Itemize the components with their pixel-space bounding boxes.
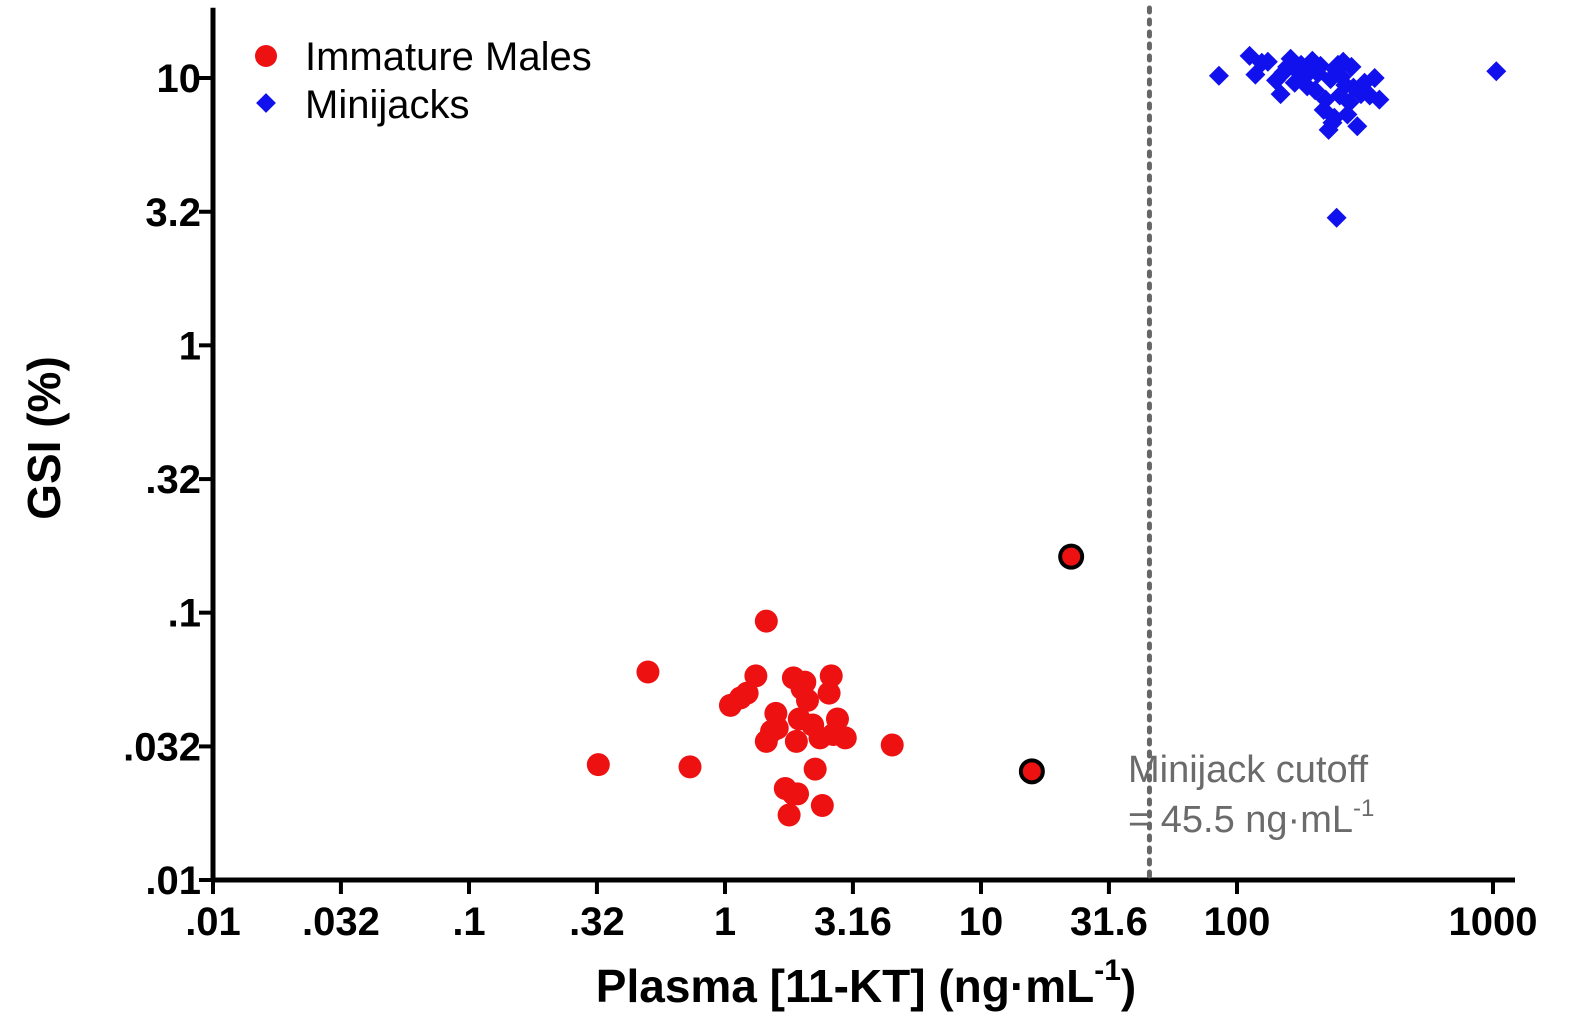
immature-male-point xyxy=(786,782,810,806)
immature-male-point xyxy=(880,733,904,757)
legend-marker-minijacks xyxy=(256,93,276,113)
y-tick-label: .032 xyxy=(123,725,201,769)
immature-male-point xyxy=(636,660,660,684)
immature-male-point xyxy=(678,755,702,779)
y-tick-label: .32 xyxy=(145,458,201,502)
immature-male-point xyxy=(810,793,834,817)
x-tick-label: 31.6 xyxy=(1070,900,1148,944)
minijack-point xyxy=(1208,65,1229,86)
outlined-immature-male-point xyxy=(1018,758,1045,785)
y-tick-label: .01 xyxy=(145,859,201,903)
immature-male-point xyxy=(586,753,610,777)
immature-male-point xyxy=(817,681,841,705)
immature-male-point xyxy=(825,707,849,731)
immature-male-point xyxy=(765,716,789,740)
x-tick-label: .032 xyxy=(302,900,380,944)
minijack-point xyxy=(1310,55,1331,76)
data-points xyxy=(586,45,1507,827)
minijack-point xyxy=(1486,61,1507,82)
y-tick-label: 10 xyxy=(157,57,202,101)
legend: Immature Males Minijacks xyxy=(255,35,592,127)
minijack-point xyxy=(1364,68,1385,88)
cutoff-label-line2: = 45.5 ng·mL-1 xyxy=(1128,795,1374,841)
axes xyxy=(210,7,1515,883)
immature-male-point xyxy=(819,664,843,688)
x-tick-label: .01 xyxy=(185,900,241,944)
cutoff-label-line1: Minijack cutoff xyxy=(1128,749,1369,791)
x-tick-label: .1 xyxy=(452,900,485,944)
minijack-point xyxy=(1337,104,1358,125)
minijack-point xyxy=(1257,51,1278,72)
immature-male-point xyxy=(777,803,801,827)
x-tick-label: 100 xyxy=(1204,900,1271,944)
x-tick-label: 1 xyxy=(714,900,736,944)
y-tick-label: 1 xyxy=(179,324,201,368)
minijack-point xyxy=(1270,84,1291,105)
y-tick-labels: .01 .032 .1 .32 1 3.2 10 xyxy=(123,57,201,903)
minijack-point xyxy=(1326,207,1347,228)
minijack-point xyxy=(1239,45,1260,66)
minijack-point xyxy=(1280,48,1301,69)
legend-label-minijacks: Minijacks xyxy=(305,83,469,127)
immature-male-point xyxy=(784,729,808,753)
immature-male-point xyxy=(795,688,819,712)
minijack-point xyxy=(1347,116,1368,137)
minijack-point xyxy=(1318,119,1339,140)
immature-male-point xyxy=(744,664,768,688)
x-tick-label: 3.16 xyxy=(814,900,892,944)
x-axis-title: Plasma [11-KT] (ng·mL-1) xyxy=(596,954,1136,1012)
legend-label-immature-males: Immature Males xyxy=(305,35,592,79)
immature-male-point xyxy=(754,609,778,633)
tick-marks xyxy=(199,76,1495,894)
x-tick-label: .32 xyxy=(569,900,625,944)
y-tick-label: .1 xyxy=(168,592,201,636)
outlined-immature-male-point xyxy=(1058,543,1085,570)
minijack-point xyxy=(1369,89,1390,110)
y-axis-title: GSI (%) xyxy=(18,356,70,520)
immature-male-point xyxy=(833,726,857,750)
minijack-point xyxy=(1341,56,1362,77)
y-tick-label: 3.2 xyxy=(145,191,201,235)
x-tick-labels: .01 .032 .1 .32 1 3.16 10 31.6 100 1000 xyxy=(185,900,1537,944)
immature-male-point xyxy=(803,757,827,781)
x-tick-label: 1000 xyxy=(1449,900,1538,944)
legend-marker-immature-males xyxy=(255,45,277,67)
minijack-point xyxy=(1302,50,1323,71)
immature-male-point xyxy=(735,681,759,705)
x-tick-label: 10 xyxy=(959,900,1004,944)
